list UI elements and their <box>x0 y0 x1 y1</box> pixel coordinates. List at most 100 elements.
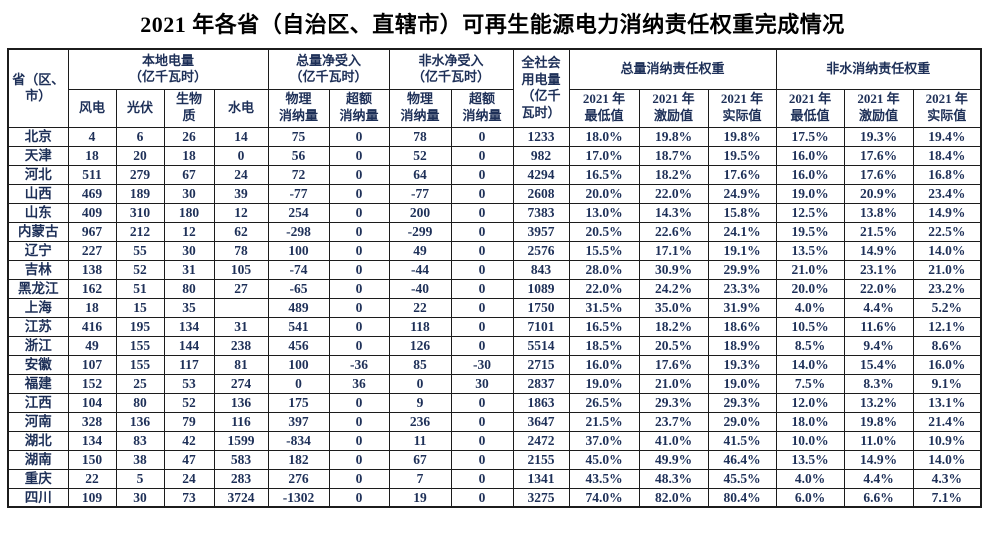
col-header-total-incentive-2021: 2021 年 激励值 <box>638 88 709 128</box>
province-cell: 四川 <box>7 487 69 508</box>
value-cell: 12.0% <box>775 392 845 413</box>
col-header-nonhydro-physical: 物理 消纳量 <box>388 88 452 128</box>
value-cell: 4294 <box>512 164 570 185</box>
value-cell: 19.5% <box>775 221 845 242</box>
value-cell: 14.0% <box>775 354 845 375</box>
value-cell: 18.6% <box>707 316 777 337</box>
value-cell: 1599 <box>213 430 269 451</box>
value-cell: 0 <box>450 183 514 204</box>
value-cell: 18.5% <box>568 335 640 356</box>
value-cell: 15.8% <box>707 202 777 223</box>
province-cell: 山西 <box>7 183 69 204</box>
value-cell: 100 <box>267 354 330 375</box>
value-cell: 0 <box>450 392 514 413</box>
value-cell: 0 <box>450 411 514 432</box>
value-cell: 13.5% <box>775 449 845 470</box>
value-cell: 22.0% <box>568 278 640 299</box>
table-body: 北京 4 6 26 14 75 0 78 0 1233 18.0% 19.8% 19.8% 17.5% 19… <box>7 126 982 508</box>
value-cell: 17.6% <box>843 164 914 185</box>
value-cell: 1341 <box>512 468 570 489</box>
value-cell: 41.0% <box>638 430 709 451</box>
value-cell: 126 <box>388 335 452 356</box>
value-cell: 25 <box>115 373 165 394</box>
col-header-hydro: 水电 <box>213 88 269 128</box>
value-cell: 9.4% <box>843 335 914 356</box>
value-cell: 53 <box>163 373 215 394</box>
value-cell: 14.0% <box>912 449 982 470</box>
value-cell: 18.2% <box>638 164 709 185</box>
value-cell: 19.8% <box>843 411 914 432</box>
province-cell: 黑龙江 <box>7 278 69 299</box>
value-cell: 416 <box>67 316 117 337</box>
table-row: 四川 109 30 73 3724 -1302 0 19 0 3275 74.0% 82.0% 80.4… <box>7 487 982 508</box>
value-cell: 0 <box>328 335 390 356</box>
value-cell: 73 <box>163 487 215 508</box>
value-cell: 27 <box>213 278 269 299</box>
value-cell: 49 <box>388 240 452 261</box>
value-cell: 51 <box>115 278 165 299</box>
value-cell: 4.0% <box>775 468 845 489</box>
value-cell: 109 <box>67 487 117 508</box>
value-cell: 16.5% <box>568 164 640 185</box>
value-cell: -74 <box>267 259 330 280</box>
value-cell: 20.9% <box>843 183 914 204</box>
table-row: 重庆 22 5 24 283 276 0 7 0 1341 43.5% 48.3% 45.5% 4.0% 4… <box>7 468 982 489</box>
value-cell: 75 <box>267 126 330 147</box>
value-cell: 843 <box>512 259 570 280</box>
value-cell: 0 <box>328 449 390 470</box>
value-cell: 0 <box>450 126 514 147</box>
value-cell: 8.3% <box>843 373 914 394</box>
value-cell: 52 <box>115 259 165 280</box>
value-cell: 31 <box>213 316 269 337</box>
value-cell: 42 <box>163 430 215 451</box>
value-cell: 48.3% <box>638 468 709 489</box>
value-cell: 21.4% <box>912 411 982 432</box>
value-cell: 489 <box>267 297 330 318</box>
value-cell: 175 <box>267 392 330 413</box>
value-cell: 17.6% <box>638 354 709 375</box>
value-cell: 81 <box>213 354 269 375</box>
value-cell: 105 <box>213 259 269 280</box>
value-cell: 18.9% <box>707 335 777 356</box>
value-cell: 0 <box>328 487 390 508</box>
value-cell: 155 <box>115 335 165 356</box>
value-cell: 12 <box>213 202 269 223</box>
value-cell: -299 <box>388 221 452 242</box>
value-cell: 24.1% <box>707 221 777 242</box>
value-cell: 511 <box>67 164 117 185</box>
value-cell: 29.3% <box>638 392 709 413</box>
value-cell: 0 <box>450 316 514 337</box>
value-cell: 78 <box>213 240 269 261</box>
value-cell: 117 <box>163 354 215 375</box>
header-sub-row: 风电 光伏 生物 质 水电 物理 消纳量 超额 消纳量 物理 消纳量 超额 消纳… <box>8 88 982 128</box>
value-cell: 79 <box>163 411 215 432</box>
value-cell: 21.5% <box>568 411 640 432</box>
province-cell: 辽宁 <box>7 240 69 261</box>
province-cell: 重庆 <box>7 468 69 489</box>
value-cell: 7 <box>388 468 452 489</box>
value-cell: 0 <box>328 411 390 432</box>
value-cell: 5514 <box>512 335 570 356</box>
value-cell: 16.5% <box>568 316 640 337</box>
col-header-total-actual-2021: 2021 年 实际值 <box>707 88 777 128</box>
province-cell: 山东 <box>7 202 69 223</box>
value-cell: 104 <box>67 392 117 413</box>
value-cell: 83 <box>115 430 165 451</box>
value-cell: 30 <box>163 183 215 204</box>
group-header-nonhydro-responsibility-weight: 非水消纳责任权重 <box>775 48 982 90</box>
province-cell: 福建 <box>7 373 69 394</box>
value-cell: 1089 <box>512 278 570 299</box>
value-cell: 23.1% <box>843 259 914 280</box>
table-row: 河南 328 136 79 116 397 0 236 0 3647 21.5% 23.7% 29.0%… <box>7 411 982 432</box>
value-cell: 279 <box>115 164 165 185</box>
value-cell: 19.4% <box>912 126 982 147</box>
value-cell: 22.0% <box>638 183 709 204</box>
value-cell: 254 <box>267 202 330 223</box>
value-cell: 72 <box>267 164 330 185</box>
value-cell: 21.0% <box>638 373 709 394</box>
value-cell: 45.5% <box>707 468 777 489</box>
value-cell: 456 <box>267 335 330 356</box>
value-cell: 583 <box>213 449 269 470</box>
province-cell: 河南 <box>7 411 69 432</box>
table-row: 内蒙古 967 212 12 62 -298 0 -299 0 3957 20.5% 22.6% 24.… <box>7 221 982 242</box>
